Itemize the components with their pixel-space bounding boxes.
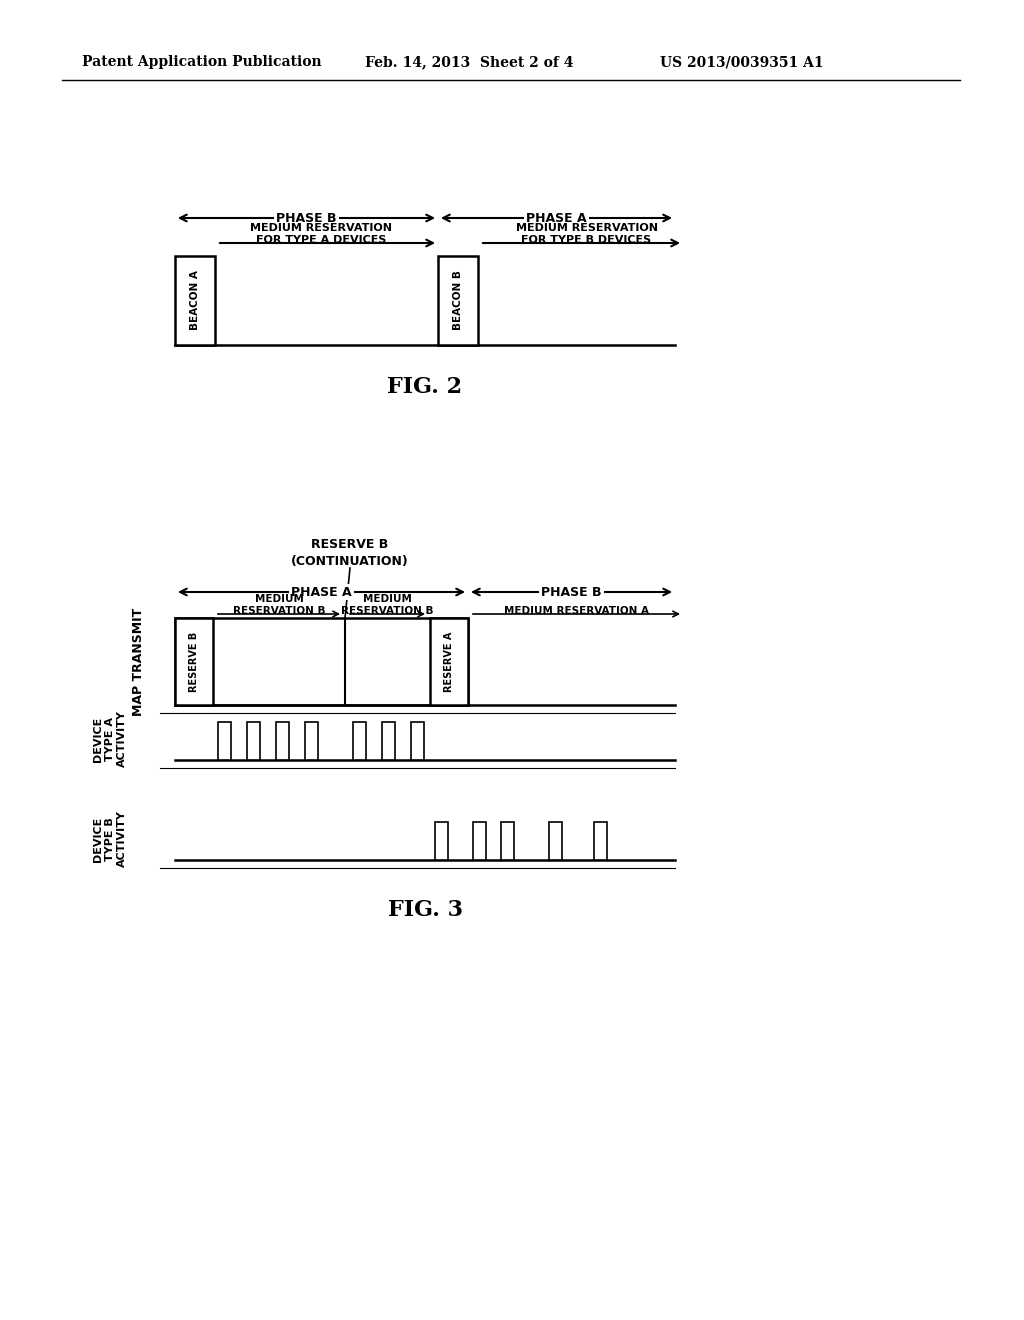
Bar xyxy=(175,256,215,345)
Text: FIG. 2: FIG. 2 xyxy=(387,376,463,399)
Bar xyxy=(276,722,289,760)
Text: MEDIUM RESERVATION
FOR TYPE A DEVICES: MEDIUM RESERVATION FOR TYPE A DEVICES xyxy=(251,223,392,246)
Text: US 2013/0039351 A1: US 2013/0039351 A1 xyxy=(660,55,823,69)
Text: MEDIUM
RESERVATION B: MEDIUM RESERVATION B xyxy=(341,594,434,616)
Text: RESERVE B: RESERVE B xyxy=(189,631,199,692)
Bar xyxy=(435,822,449,861)
Bar xyxy=(430,618,468,705)
Text: DEVICE
TYPE A
ACTIVITY: DEVICE TYPE A ACTIVITY xyxy=(93,710,127,767)
Bar xyxy=(473,822,486,861)
Bar xyxy=(175,618,213,705)
Bar xyxy=(411,722,424,760)
Text: MAP TRANSMIT: MAP TRANSMIT xyxy=(131,607,144,715)
Text: PHASE B: PHASE B xyxy=(542,586,602,598)
Text: PHASE A: PHASE A xyxy=(291,586,352,598)
Text: RESERVE A: RESERVE A xyxy=(444,631,454,692)
Bar xyxy=(175,618,468,705)
Bar xyxy=(218,722,231,760)
Bar xyxy=(247,722,260,760)
Bar xyxy=(549,822,562,861)
Text: MEDIUM
RESERVATION B: MEDIUM RESERVATION B xyxy=(232,594,326,616)
Text: FIG. 3: FIG. 3 xyxy=(387,899,463,921)
Bar xyxy=(353,722,366,760)
Text: BEACON A: BEACON A xyxy=(190,271,200,330)
Text: PHASE B: PHASE B xyxy=(276,211,337,224)
Bar xyxy=(438,256,478,345)
Text: BEACON B: BEACON B xyxy=(453,271,463,330)
Text: DEVICE
TYPE B
ACTIVITY: DEVICE TYPE B ACTIVITY xyxy=(93,810,127,867)
Text: (CONTINUATION): (CONTINUATION) xyxy=(291,554,409,568)
Text: Patent Application Publication: Patent Application Publication xyxy=(82,55,322,69)
Bar xyxy=(305,722,318,760)
Bar xyxy=(501,822,514,861)
Text: PHASE A: PHASE A xyxy=(526,211,587,224)
Bar xyxy=(382,722,395,760)
Text: MEDIUM RESERVATION
FOR TYPE B DEVICES: MEDIUM RESERVATION FOR TYPE B DEVICES xyxy=(515,223,657,246)
Text: Feb. 14, 2013  Sheet 2 of 4: Feb. 14, 2013 Sheet 2 of 4 xyxy=(365,55,573,69)
Bar xyxy=(594,822,607,861)
Text: RESERVE B: RESERVE B xyxy=(311,539,389,552)
Text: MEDIUM RESERVATION A: MEDIUM RESERVATION A xyxy=(504,606,649,616)
